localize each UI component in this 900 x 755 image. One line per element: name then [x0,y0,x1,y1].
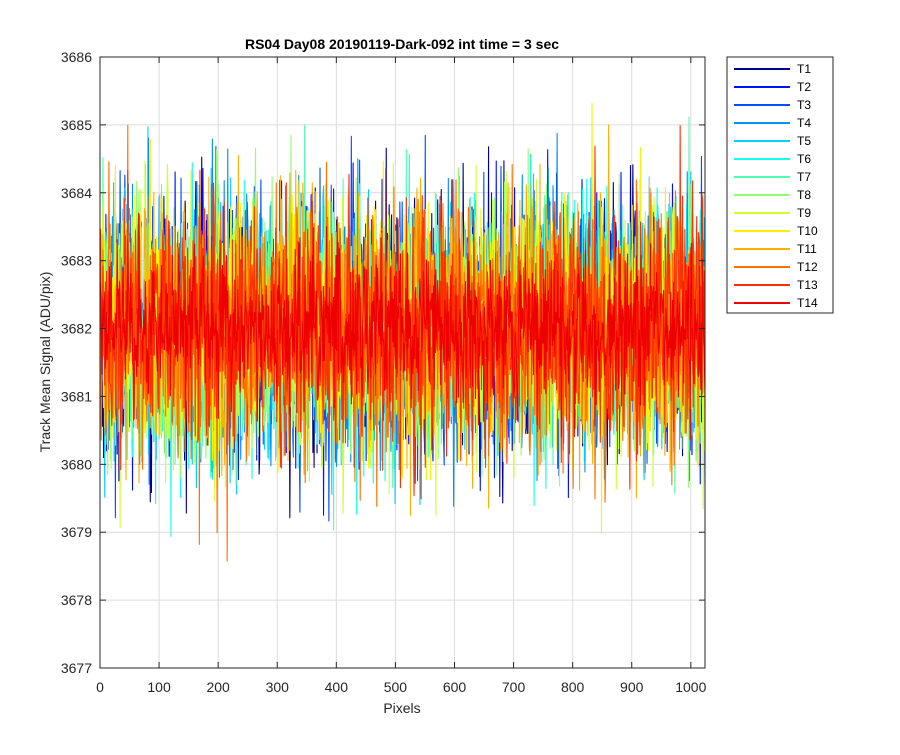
legend-box [726,56,834,314]
y-tick-label: 3680 [61,456,92,472]
x-tick-label: 900 [620,679,644,695]
legend-label-t4: T4 [797,116,811,130]
legend-label-t8: T8 [797,188,811,202]
legend-label-t3: T3 [797,98,811,112]
ticks: 0 100 200 300 400 500 600 700 800 900 1000 3677 3678… [61,49,707,695]
plot-area: 0 100 200 300 400 500 600 700 800 900 1000 3677 3678… [61,49,707,695]
series-group [100,102,705,562]
legend-label-t1: T1 [797,62,811,76]
x-tick-label: 200 [206,679,230,695]
y-tick-label: 3679 [61,524,92,540]
legend-label-t7: T7 [797,170,811,184]
x-tick-label: 300 [266,679,290,695]
x-tick-label: 0 [96,679,104,695]
series-line-t14 [100,213,705,440]
legend-label-t2: T2 [797,80,811,94]
y-tick-label: 3683 [61,253,92,269]
legend-items: T1 T2 T3 T4 T5 T6 T7 T8 T9 T10 T11 T12 T13 T14 [734,62,818,310]
x-tick-label: 100 [147,679,171,695]
legend-label-t14: T14 [797,296,818,310]
x-axis-label: Pixels [383,700,420,716]
series-line-t13 [100,125,705,500]
y-tick-label: 3678 [61,592,92,608]
y-tick-label: 3681 [61,388,92,404]
x-tick-label: 700 [502,679,526,695]
x-tick-label: 400 [325,679,349,695]
x-tick-label: 600 [443,679,467,695]
legend-label-t10: T10 [797,224,818,238]
y-tick-label: 3685 [61,117,92,133]
legend-label-t6: T6 [797,152,811,166]
y-tick-label: 3684 [61,185,92,201]
x-tick-label: 500 [384,679,408,695]
y-axis-label: Track Mean Signal (ADU/pix) [37,272,53,453]
legend: T1 T2 T3 T4 T5 T6 T7 T8 T9 T10 T11 T12 T13 T14 [726,56,834,314]
y-tick-label: 3677 [61,660,92,676]
chart-title: RS04 Day08 20190119-Dark-092 int time = … [245,36,559,52]
x-tick-label: 800 [561,679,585,695]
legend-label-t12: T12 [797,260,818,274]
x-tick-label: 1000 [675,679,706,695]
y-tick-label: 3682 [61,321,92,337]
axes-box [99,56,706,669]
legend-label-t5: T5 [797,134,811,148]
legend-label-t13: T13 [797,278,818,292]
legend-label-t9: T9 [797,206,811,220]
legend-label-t11: T11 [797,242,817,256]
y-tick-label: 3686 [61,49,92,65]
